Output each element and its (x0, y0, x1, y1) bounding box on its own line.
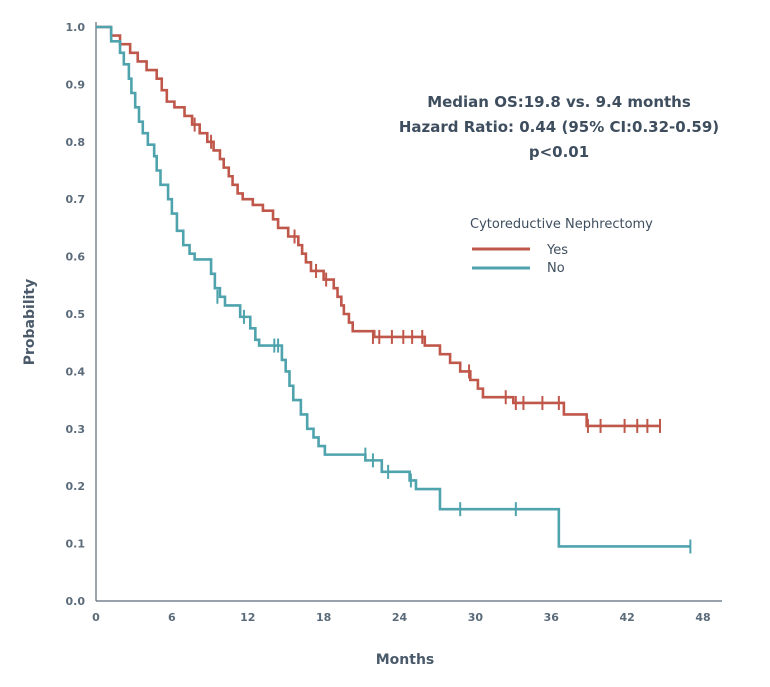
y-tick-label: 0.5 (66, 308, 86, 321)
series-line-no (96, 25, 691, 548)
y-tick-label: 0.2 (66, 480, 86, 493)
x-tick-label: 42 (619, 611, 634, 624)
x-tick-label: 36 (544, 611, 560, 624)
annotation-block: Median OS:19.8 vs. 9.4 months Hazard Rat… (399, 93, 719, 161)
x-axis-title: Months (376, 652, 435, 668)
y-ticks: 0.0 0.1 0.2 0.3 0.4 0.5 0.6 0.7 0.8 0.9 1.0 (66, 21, 86, 608)
y-tick-label: 0.3 (66, 423, 86, 436)
series-group (96, 25, 692, 554)
x-tick-label: 48 (695, 611, 710, 624)
annotation-p-value: p<0.01 (529, 143, 589, 161)
y-tick-label: 0.4 (66, 365, 86, 378)
x-ticks: 0 6 12 18 24 30 36 42 48 (92, 611, 710, 624)
y-tick-label: 0.8 (66, 136, 86, 149)
x-tick-label: 12 (240, 611, 255, 624)
legend-label-yes: Yes (546, 243, 568, 258)
y-tick-label: 0.7 (66, 193, 86, 206)
legend-label-no: No (547, 261, 565, 276)
y-tick-label: 0.0 (66, 595, 86, 608)
x-tick-label: 6 (168, 611, 176, 624)
x-tick-label: 30 (468, 611, 484, 624)
y-axis-title: Probability (22, 279, 38, 366)
y-tick-label: 1.0 (66, 21, 86, 34)
axes (95, 22, 722, 602)
series-line-yes (96, 25, 661, 428)
y-tick-label: 0.9 (66, 78, 86, 91)
x-tick-label: 0 (92, 611, 100, 624)
annotation-median-os: Median OS:19.8 vs. 9.4 months (427, 93, 691, 111)
x-tick-label: 18 (316, 611, 331, 624)
x-tick-label: 24 (392, 611, 408, 624)
y-tick-label: 0.1 (66, 538, 86, 551)
legend: Cytoreductive Nephrectomy Yes No (470, 217, 653, 276)
legend-title: Cytoreductive Nephrectomy (470, 217, 653, 232)
y-tick-label: 0.6 (66, 251, 86, 264)
annotation-hazard-ratio: Hazard Ratio: 0.44 (95% CI:0.32-0.59) (399, 118, 719, 136)
